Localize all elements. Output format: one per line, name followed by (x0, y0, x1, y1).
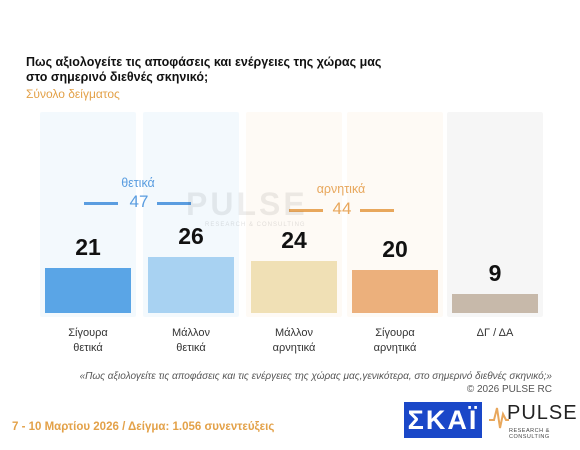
copyright: © 2026 PULSE RC (466, 384, 552, 395)
bar-value-label: 9 (488, 260, 502, 286)
skai-logo: ΣΚΑΪ (404, 402, 482, 438)
pulse-wave-icon (489, 407, 509, 429)
group-dash-line (157, 202, 191, 205)
category-label: Μάλλον θετικά (143, 326, 239, 356)
category-label-line: ΔΓ / ΔΑ (476, 327, 514, 339)
group-dash-line (360, 209, 394, 212)
category-label-line: αρνητικά (373, 342, 417, 354)
category-label-line: Μάλλον (172, 327, 210, 339)
survey-date-sample: 7 - 10 Μαρτίου 2026 / Δείγμα: 1.056 συνε… (12, 421, 275, 433)
chart-title: Πως αξιολογείτε τις αποφάσεις και ενέργε… (26, 55, 382, 84)
group-dash-line (84, 202, 118, 205)
group-label: αρνητικά (316, 182, 366, 196)
category-label-line: θετικά (73, 342, 103, 354)
bar (148, 257, 234, 313)
category-label: ΔΓ / ΔΑ (447, 326, 543, 341)
category-label-line: Μάλλον (275, 327, 313, 339)
survey-question: «Πως αξιολογείτε τις αποφάσεις και τις ε… (79, 371, 552, 382)
bar-value-label: 20 (382, 236, 408, 262)
pulse-logo: PULSE RESEARCH & CONSULTING (489, 400, 577, 440)
bar (452, 294, 538, 313)
bar (352, 270, 438, 313)
pulse-watermark-sub: RESEARCH & CONSULTING (205, 222, 306, 228)
chart-subtitle: Σύνολο δείγματος (26, 87, 120, 101)
category-label-line: αρνητικά (272, 342, 316, 354)
category-label-line: Σίγουρα (375, 327, 415, 339)
bar (45, 268, 131, 313)
bar-value-label: 24 (281, 227, 307, 253)
group-label: θετικά (121, 176, 155, 190)
pulse-watermark: PULSE (186, 186, 308, 222)
category-label-line: θετικά (176, 342, 206, 354)
bar-value-label: 26 (178, 223, 204, 249)
pulse-logo-text: PULSE (507, 402, 578, 424)
category-label: Σίγουρα θετικά (40, 326, 136, 356)
category-label: Μάλλον αρνητικά (246, 326, 342, 356)
group-total: 47 (129, 192, 149, 211)
group-total: 44 (332, 199, 352, 218)
bar (251, 261, 337, 313)
bar-value-label: 21 (75, 234, 101, 260)
pulse-logo-subtext: RESEARCH & CONSULTING (509, 428, 550, 440)
category-label: Σίγουρα αρνητικά (347, 326, 443, 356)
group-dash-line (289, 209, 323, 212)
category-label-line: Σίγουρα (68, 327, 108, 339)
